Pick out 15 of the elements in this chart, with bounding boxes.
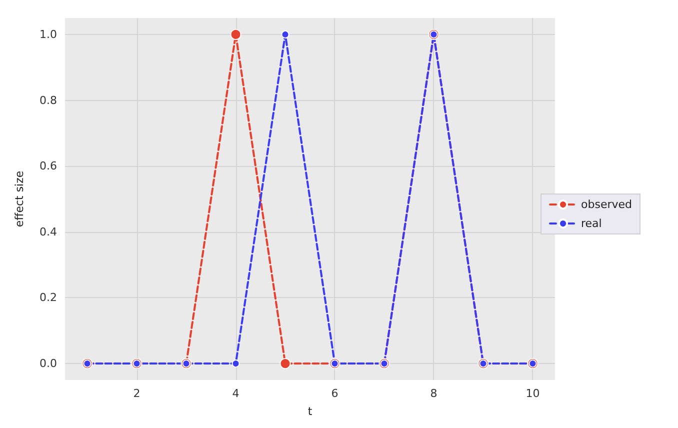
y-tick-label: 0.8 [40,94,57,107]
y-tick-label: 0.4 [40,225,57,238]
y-tick-label: 0.2 [40,291,57,304]
y-tick-label: 0.0 [40,357,57,370]
legend-label: observed [581,198,632,211]
y-tick-label: 0.6 [40,160,57,173]
x-axis-title: t [308,405,313,418]
x-tick-label: 6 [331,387,338,400]
y-axis-title: effect size [13,170,26,228]
y-tick-label: 1.0 [40,28,57,41]
x-tick-label: 2 [133,387,140,400]
x-tick-label: 10 [526,387,540,400]
legend-label: real [581,217,602,230]
x-tick-label: 4 [232,387,240,400]
x-tick-label: 8 [430,387,438,400]
